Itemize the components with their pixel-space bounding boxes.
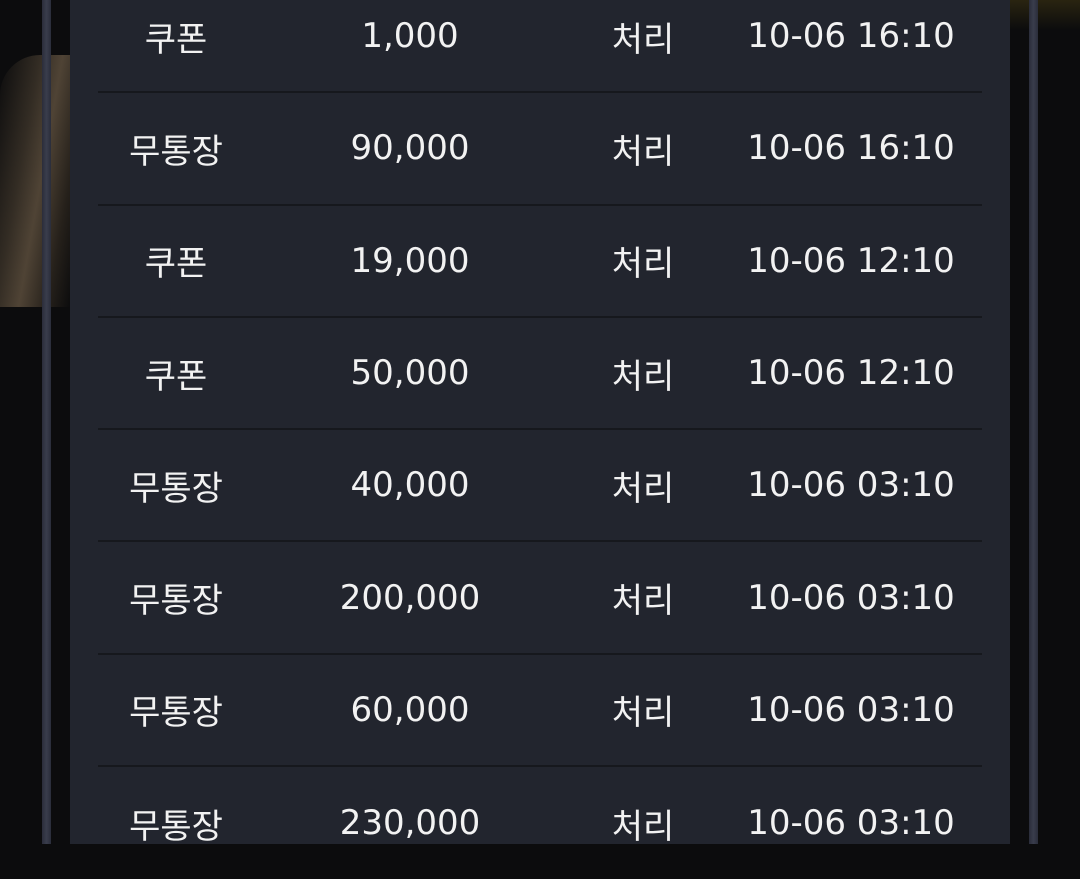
transaction-type: 무통장 xyxy=(129,806,223,847)
transaction-status: 처리 xyxy=(611,131,675,172)
left-frame-rail xyxy=(42,0,51,844)
transaction-row: 무통장 230,000 처리 10-06 03:10 xyxy=(98,767,982,879)
transaction-status: 처리 xyxy=(611,356,675,397)
transaction-amount: 1,000 xyxy=(361,16,459,57)
transaction-amount: 200,000 xyxy=(339,577,481,618)
transaction-status: 처리 xyxy=(611,693,675,734)
transaction-time: 10-06 03:10 xyxy=(747,803,955,844)
transaction-row: 쿠폰 19,000 처리 10-06 12:10 xyxy=(98,206,982,318)
transaction-type: 쿠폰 xyxy=(144,356,208,397)
transaction-type: 쿠폰 xyxy=(144,244,208,285)
transaction-status: 처리 xyxy=(611,468,675,509)
transaction-status: 처리 xyxy=(611,581,675,622)
transaction-row: 무통장 200,000 처리 10-06 03:10 xyxy=(98,542,982,655)
transaction-status: 처리 xyxy=(611,19,675,60)
transaction-amount: 19,000 xyxy=(350,240,470,281)
transaction-row: 쿠폰 50,000 처리 10-06 12:10 xyxy=(98,318,982,431)
transaction-type: 무통장 xyxy=(129,581,223,622)
background-figure-image xyxy=(0,55,70,307)
transaction-row: 무통장 60,000 처리 10-06 03:10 xyxy=(98,655,982,768)
transaction-status: 처리 xyxy=(611,806,675,847)
transaction-time: 10-06 12:10 xyxy=(747,240,955,281)
transaction-time: 10-06 03:10 xyxy=(747,465,955,506)
background-glow xyxy=(1010,0,1080,30)
transaction-type: 쿠폰 xyxy=(144,19,208,60)
transaction-type: 무통장 xyxy=(129,693,223,734)
transaction-time: 10-06 16:10 xyxy=(747,128,955,169)
transaction-row: 무통장 90,000 처리 10-06 16:10 xyxy=(98,93,982,206)
transaction-time: 10-06 16:10 xyxy=(747,16,955,57)
transaction-time: 10-06 03:10 xyxy=(747,577,955,618)
transaction-status: 처리 xyxy=(611,244,675,285)
transaction-amount: 50,000 xyxy=(350,353,470,394)
transaction-amount: 40,000 xyxy=(350,465,470,506)
right-frame-rail xyxy=(1029,0,1038,844)
transaction-type: 무통장 xyxy=(129,131,223,172)
transaction-list: 쿠폰 1,000 처리 10-06 16:10 무통장 90,000 처리 10-06 16:… xyxy=(98,0,982,879)
transaction-type: 무통장 xyxy=(129,468,223,509)
transaction-time: 10-06 03:10 xyxy=(747,689,955,730)
transaction-history-panel: 쿠폰 1,000 처리 10-06 16:10 무통장 90,000 처리 10-06 16:… xyxy=(70,0,1010,847)
transaction-amount: 90,000 xyxy=(350,128,470,169)
transaction-row: 무통장 40,000 처리 10-06 03:10 xyxy=(98,430,982,543)
transaction-amount: 230,000 xyxy=(339,803,481,844)
transaction-time: 10-06 12:10 xyxy=(747,353,955,394)
transaction-row: 쿠폰 1,000 처리 10-06 16:10 xyxy=(98,0,982,94)
transaction-amount: 60,000 xyxy=(350,689,470,730)
